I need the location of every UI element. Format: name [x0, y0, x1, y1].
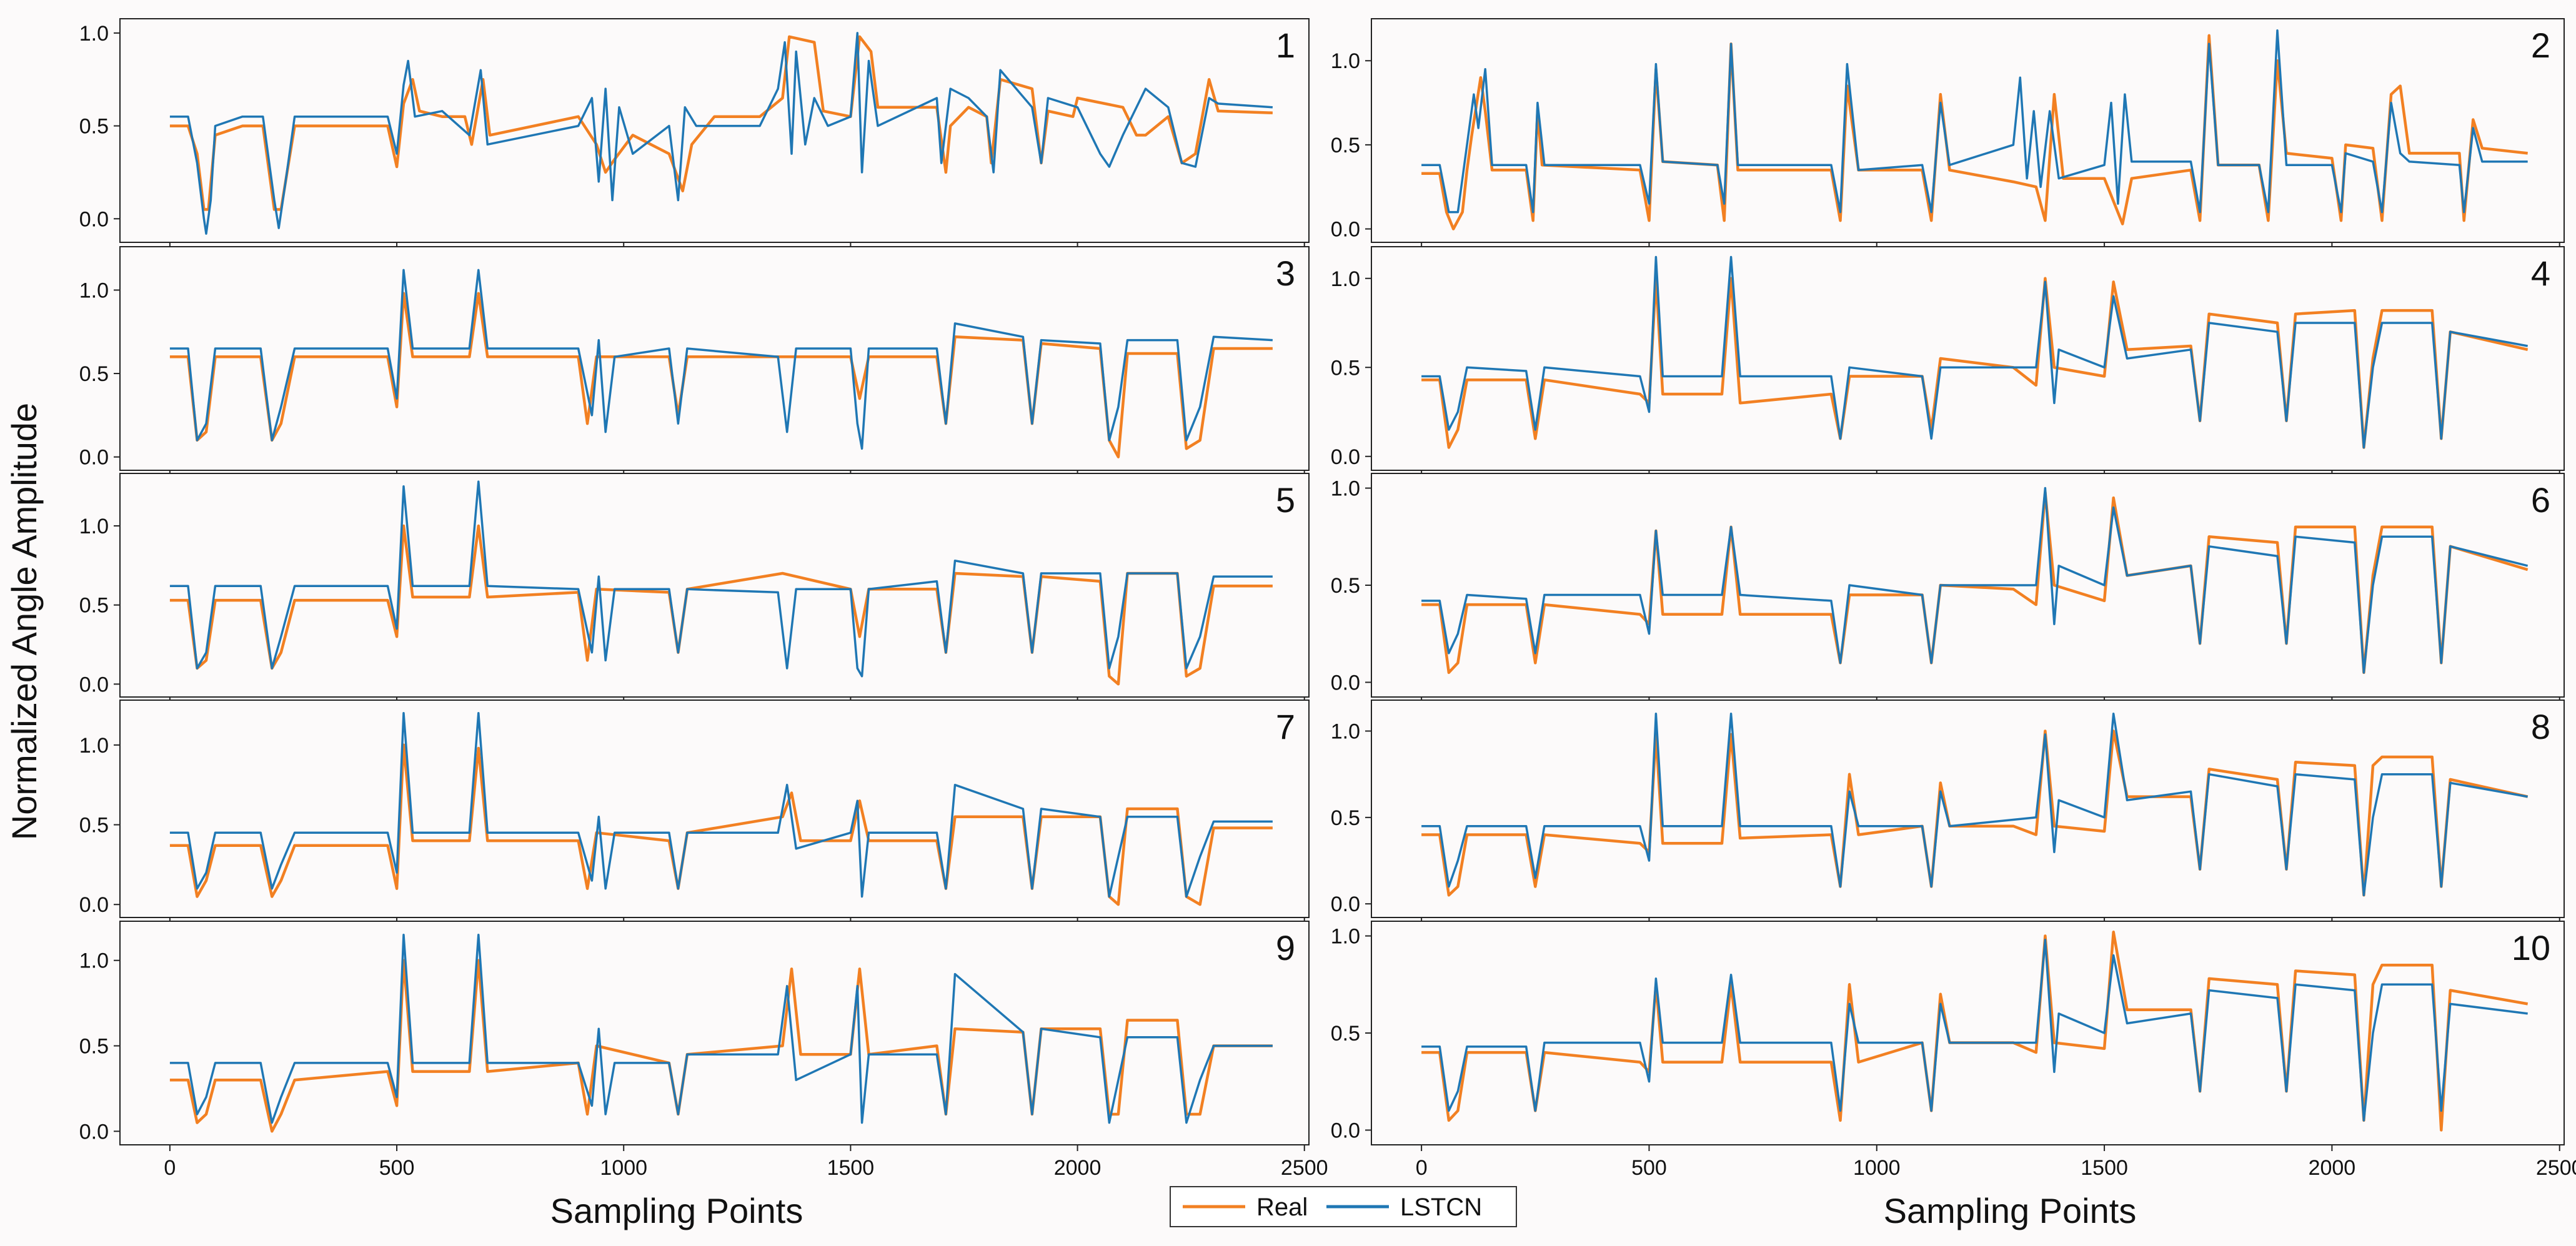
x-tick-label: 1500	[2081, 1156, 2128, 1180]
legend-lstcn-label: LSTCN	[1400, 1194, 1482, 1221]
y-tick-label: 1.0	[79, 949, 109, 973]
y-tick-label: 1.0	[1331, 720, 1360, 744]
panel-number: 6	[2531, 480, 2550, 520]
x-tick-label: 2500	[1281, 1156, 1328, 1180]
series-real	[169, 35, 1273, 211]
y-tick-label: 0.0	[1331, 1119, 1360, 1142]
panel-number: 3	[1276, 254, 1295, 293]
series-lstcn	[169, 480, 1273, 678]
panel-9: 0.0 0.5 1.0 0 500 1000 1500 2000 2500 9	[79, 921, 1328, 1180]
panel-4: 0.0 0.5 1.0 4	[1331, 246, 2565, 477]
y-tick-label: 1.0	[79, 22, 109, 46]
x-tick-label: 500	[1631, 1156, 1667, 1180]
y-tick-label: 1.0	[79, 279, 109, 302]
y-tick-label: 0.0	[79, 446, 109, 470]
x-tick-label: 1000	[1853, 1156, 1901, 1180]
panel-7: 0.0 0.5 1.0 7	[79, 700, 1310, 924]
series-real	[1421, 931, 2529, 1132]
y-tick-label: 0.0	[1331, 671, 1360, 695]
series-lstcn	[1421, 713, 2529, 897]
x-tick-label: 1500	[827, 1156, 875, 1180]
panel-number: 9	[1276, 928, 1295, 967]
series-lstcn	[1421, 939, 2528, 1122]
panels-group: 0.0 0.5 1.0 1 0.0 0.5 1.0 2 0.0 0.5 1.0 3 0.0 0.5 1.0 4…	[79, 18, 2576, 1180]
y-tick-label: 0.5	[79, 362, 109, 386]
panel-frame	[1371, 921, 2565, 1145]
y-tick-label: 0.0	[79, 207, 109, 231]
x-tick-label: 2000	[2309, 1156, 2356, 1180]
series-lstcn	[1421, 29, 2528, 214]
y-tick-label: 1.0	[79, 734, 109, 758]
series-lstcn	[1421, 487, 2529, 674]
series-lstcn	[169, 933, 1273, 1124]
series-real	[1421, 729, 2529, 897]
y-tick-label: 0.0	[79, 893, 109, 917]
panel-frame	[119, 18, 1310, 243]
series-lstcn	[1421, 255, 2529, 449]
panel-10: 0.0 0.5 1.0 0 500 1000 1500 2000 2500 10	[1331, 921, 2576, 1180]
y-axis-label: Normalized Angle Amplitude	[4, 403, 44, 840]
y-tick-label: 0.0	[1331, 892, 1360, 916]
y-tick-label: 0.5	[1331, 574, 1360, 598]
panel-number: 5	[1276, 480, 1295, 520]
x-tick-label: 2500	[2536, 1156, 2576, 1180]
panel-6: 0.0 0.5 1.0 6	[1331, 473, 2565, 703]
y-tick-label: 0.5	[79, 814, 109, 838]
panel-frame	[1371, 18, 2565, 243]
y-tick-label: 0.5	[79, 594, 109, 618]
x-axis-label-left: Sampling Points	[550, 1191, 803, 1230]
y-tick-label: 0.5	[1331, 806, 1360, 830]
series-real	[1421, 34, 2528, 230]
legend: Real LSTCN	[1170, 1186, 1517, 1227]
x-tick-label: 500	[379, 1156, 415, 1180]
panel-frame	[1371, 246, 2565, 471]
panel-frame	[119, 921, 1310, 1145]
panel-number: 10	[2512, 928, 2550, 967]
y-tick-label: 1.0	[1331, 925, 1360, 949]
y-tick-label: 0.5	[79, 115, 109, 139]
y-tick-label: 0.5	[1331, 356, 1360, 380]
panel-3: 0.0 0.5 1.0 3	[79, 246, 1310, 477]
panel-number: 7	[1276, 707, 1295, 746]
panel-number: 8	[2531, 707, 2550, 746]
legend-real-label: Real	[1256, 1194, 1308, 1221]
y-tick-label: 1.0	[1331, 49, 1360, 73]
x-tick-label: 0	[164, 1156, 176, 1180]
x-tick-label: 0	[1416, 1156, 1428, 1180]
x-tick-label: 1000	[600, 1156, 647, 1180]
y-tick-label: 1.0	[1331, 477, 1360, 501]
panel-frame	[1371, 700, 2565, 918]
series-lstcn	[169, 32, 1273, 235]
y-tick-label: 0.0	[1331, 445, 1360, 469]
panel-2: 0.0 0.5 1.0 2	[1331, 18, 2565, 249]
y-tick-label: 0.0	[79, 673, 109, 696]
y-tick-label: 0.5	[1331, 1022, 1360, 1046]
y-tick-label: 0.0	[1331, 218, 1360, 242]
panel-number: 4	[2531, 254, 2550, 293]
series-lstcn	[169, 269, 1273, 450]
y-tick-label: 0.0	[79, 1120, 109, 1144]
x-tick-label: 2000	[1054, 1156, 1102, 1180]
y-tick-label: 1.0	[79, 515, 109, 538]
panel-frame	[119, 246, 1310, 471]
panel-1: 0.0 0.5 1.0 1	[79, 18, 1310, 249]
panel-5: 0.0 0.5 1.0 5	[79, 473, 1310, 703]
panel-8: 0.0 0.5 1.0 8	[1331, 700, 2565, 924]
x-axis-label-right: Sampling Points	[1884, 1191, 2137, 1230]
series-lstcn	[169, 712, 1273, 898]
panel-frame	[119, 700, 1310, 918]
panel-number: 2	[2531, 26, 2550, 65]
panel-number: 1	[1276, 26, 1295, 65]
y-tick-label: 0.5	[1331, 134, 1360, 157]
y-tick-label: 1.0	[1331, 267, 1360, 291]
y-tick-label: 0.5	[79, 1035, 109, 1059]
